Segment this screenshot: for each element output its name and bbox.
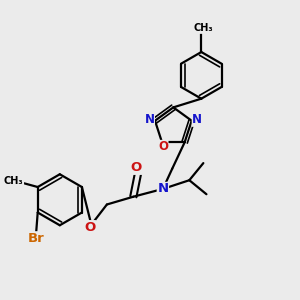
Text: O: O [158,140,168,153]
Text: CH₃: CH₃ [4,176,24,186]
Text: N: N [144,113,154,126]
Text: O: O [84,221,95,234]
Text: N: N [157,182,169,195]
Text: Br: Br [28,232,44,245]
Text: N: N [192,113,202,126]
Text: CH₃: CH₃ [193,23,213,33]
Text: O: O [131,161,142,174]
